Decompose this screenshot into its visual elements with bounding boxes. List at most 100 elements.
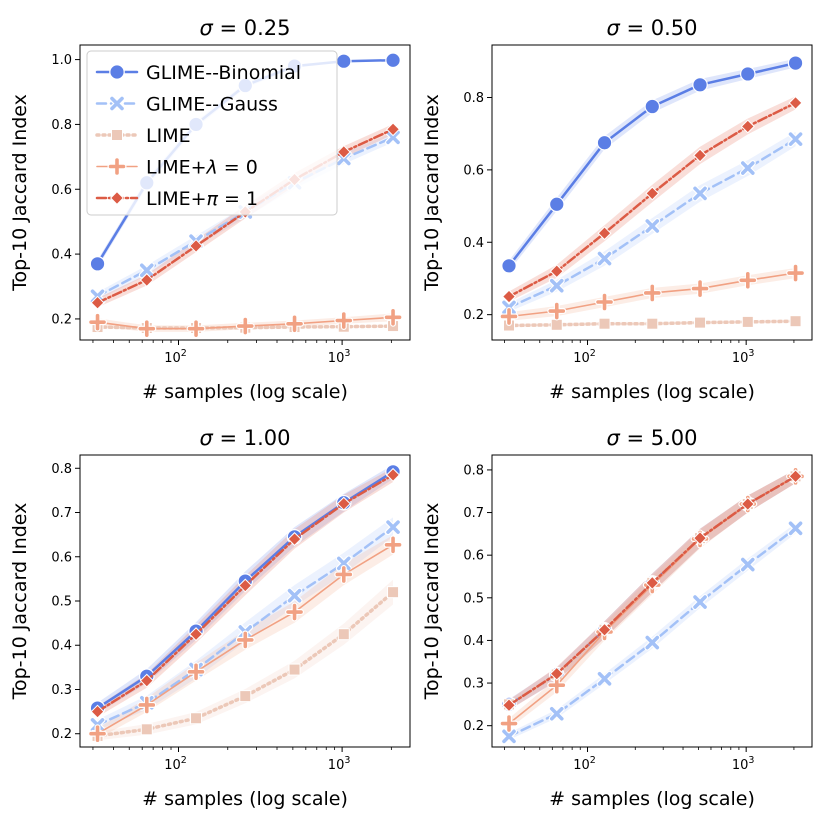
point-3 (694, 316, 707, 329)
point-5 (645, 575, 660, 590)
panel-title: σ = 5.00 (606, 426, 697, 450)
legend-prefix: GLIME--Binomial (146, 62, 301, 84)
y-tick-label: 0.4 (463, 634, 484, 649)
point-1 (739, 66, 756, 82)
legend-symbol: λ (206, 157, 218, 179)
point-4 (187, 320, 205, 337)
series-4 (88, 535, 403, 744)
point-4 (335, 312, 353, 329)
point-legend-2 (110, 96, 124, 111)
point-5 (740, 119, 755, 134)
point-4 (138, 320, 156, 337)
point-5 (597, 226, 612, 241)
point-5 (336, 144, 351, 159)
point-5 (386, 122, 401, 137)
point-1 (787, 55, 804, 71)
legend-suffix: = 0 (218, 157, 258, 179)
x-tick-label: 102 (164, 348, 187, 366)
point-1 (89, 256, 106, 272)
y-tick-label: 1.0 (51, 53, 72, 68)
sigma-symbol: σ (606, 426, 620, 450)
point-5 (502, 289, 517, 304)
x-tick-base: 10 (573, 351, 590, 366)
point-1 (501, 257, 517, 274)
x-tick-base: 10 (732, 351, 749, 366)
y-tick-label: 0.4 (51, 639, 72, 654)
sigma-symbol: σ (199, 16, 213, 40)
y-tick-label: 0.8 (463, 463, 484, 478)
legend-label: GLIME--Gauss (146, 94, 278, 116)
point-2 (549, 278, 564, 293)
x-tick-exponent: 3 (748, 348, 754, 359)
x-tick-exponent: 2 (181, 348, 187, 359)
y-tick-label: 0.7 (51, 506, 72, 521)
title-value: = 0.25 (213, 16, 291, 40)
sigma-symbol: σ (606, 16, 620, 40)
point-5 (139, 673, 154, 688)
point-4 (548, 676, 566, 694)
y-tick-label: 0.6 (51, 550, 72, 565)
y-tick-label: 0.4 (51, 248, 72, 263)
series-5 (90, 467, 401, 719)
point-3 (646, 317, 659, 330)
point-4 (787, 264, 804, 282)
y-tick-label: 0.2 (51, 312, 72, 327)
point-4 (286, 315, 303, 333)
legend-item-2: GLIME--Gauss (95, 94, 278, 116)
x-tick-label: 103 (732, 755, 755, 773)
point-4 (187, 663, 205, 681)
point-4 (89, 725, 106, 743)
y-axis-label: Top-10 Jaccard Index (421, 503, 443, 701)
point-2 (693, 186, 707, 201)
x-tick-base: 10 (164, 351, 181, 366)
point-4 (596, 293, 613, 311)
title-value: = 1.00 (213, 426, 291, 450)
band-2 (97, 517, 393, 731)
legend-label: LIME+λ = 0 (146, 157, 258, 179)
point-3 (239, 690, 252, 703)
legend-prefix: LIME+ (146, 157, 207, 179)
point-5 (90, 295, 105, 310)
band-3 (97, 579, 393, 741)
x-tick-base: 10 (732, 758, 749, 773)
legend-prefix: GLIME--Gauss (146, 94, 278, 116)
point-4 (739, 271, 757, 289)
legend-label: LIME+π = 1 (146, 188, 258, 210)
series-4 (88, 307, 403, 339)
legend-label: GLIME--Binomial (146, 62, 301, 84)
x-tick-exponent: 3 (344, 755, 350, 766)
legend-item-5: LIME+π = 1 (95, 188, 258, 210)
point-2 (597, 251, 612, 266)
point-4 (500, 308, 518, 325)
point-5 (693, 531, 708, 546)
band-4 (509, 469, 796, 729)
point-3 (741, 315, 754, 328)
x-tick-exponent: 3 (748, 755, 754, 766)
point-2 (645, 635, 660, 650)
y-tick-label: 0.8 (51, 462, 72, 477)
point-5 (189, 627, 204, 642)
point-4 (89, 313, 106, 331)
series-5 (502, 95, 803, 304)
point-5 (90, 704, 105, 719)
point-2 (788, 521, 803, 536)
point-1 (548, 196, 565, 213)
point-5 (740, 497, 755, 512)
point-5 (287, 532, 302, 547)
point-5 (549, 666, 564, 681)
point-3 (550, 318, 563, 331)
x-tick-exponent: 3 (344, 348, 350, 359)
point-4 (236, 631, 254, 649)
point-3 (598, 317, 611, 330)
point-4 (691, 280, 709, 297)
point-5 (386, 467, 401, 482)
x-tick-base: 10 (328, 758, 345, 773)
x-tick-base: 10 (164, 758, 181, 773)
point-4 (138, 696, 156, 714)
x-tick-label: 103 (328, 348, 351, 366)
